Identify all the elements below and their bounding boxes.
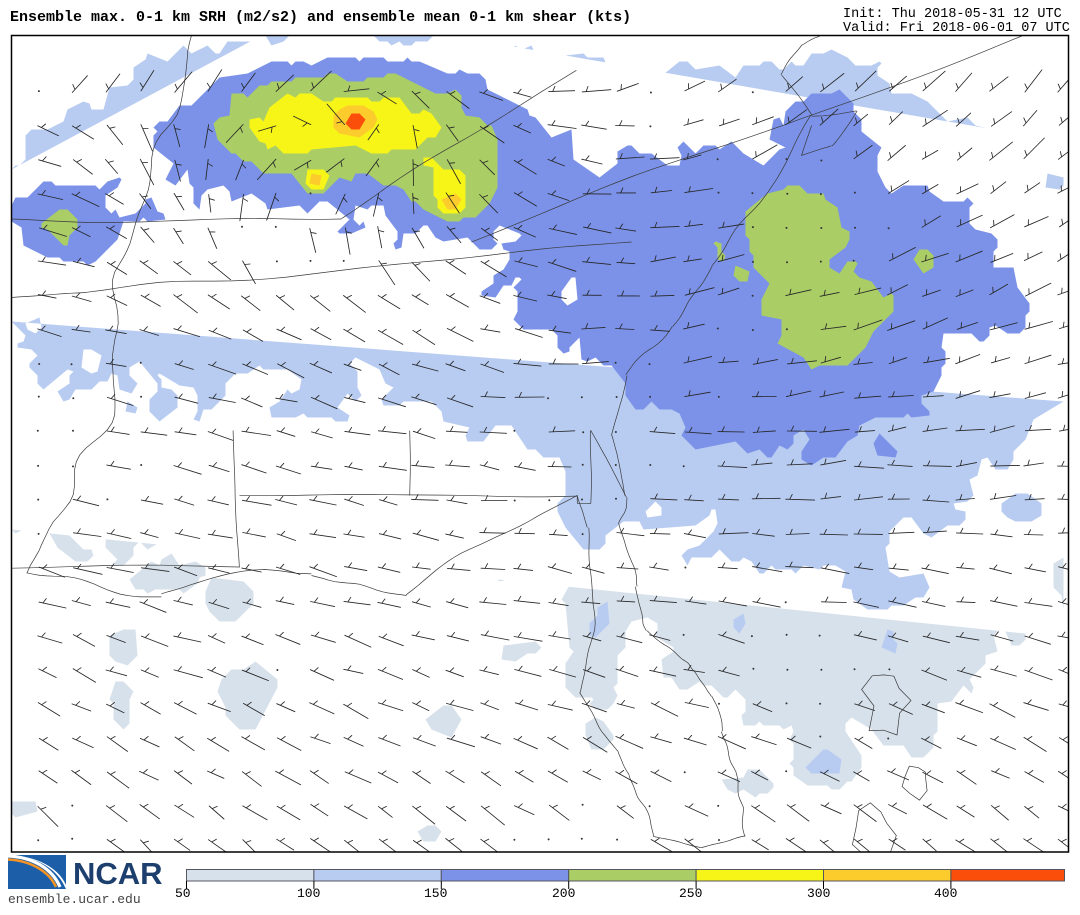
svg-text:ensemble.ucar.edu: ensemble.ucar.edu — [8, 892, 141, 907]
svg-text:NCAR: NCAR — [73, 856, 163, 891]
